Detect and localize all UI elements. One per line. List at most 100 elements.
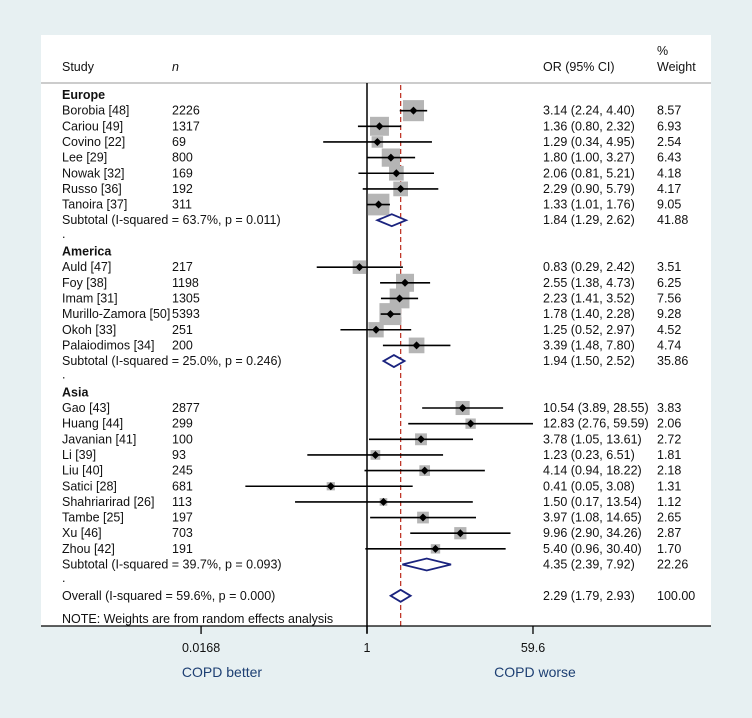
study-n: 681 [172, 479, 193, 493]
study-weight: 4.52 [657, 323, 681, 337]
study-weight: 2.06 [657, 417, 681, 431]
study-n: 217 [172, 260, 193, 274]
study-label: Covino [22] [62, 135, 125, 149]
point-estimate [431, 544, 440, 553]
study-ci: 1.29 (0.34, 4.95) [543, 135, 635, 149]
header-weight: Weight [657, 60, 696, 74]
study-weight: 2.65 [657, 511, 681, 525]
overall-weight: 100.00 [657, 589, 695, 603]
study-ci: 0.41 (0.05, 3.08) [543, 479, 635, 493]
study-label: Huang [44] [62, 417, 123, 431]
study-ci: 1.36 (0.80, 2.32) [543, 119, 635, 133]
study-label: Foy [38] [62, 276, 107, 290]
study-label: Borobia [48] [62, 104, 129, 118]
point-estimate [466, 419, 475, 428]
point-estimate [373, 137, 382, 146]
separator-dot: . [62, 227, 65, 241]
study-ci: 2.06 (0.81, 5.21) [543, 166, 635, 180]
point-estimate [392, 169, 401, 178]
study-ci: 3.14 (2.24, 4.40) [543, 104, 635, 118]
header-study: Study [62, 60, 95, 74]
group-label: America [62, 245, 112, 259]
separator-dot: . [62, 368, 65, 382]
study-label: Russo [36] [62, 182, 122, 196]
study-weight: 1.81 [657, 448, 681, 462]
subtotal-weight: 41.88 [657, 213, 688, 227]
study-ci: 5.40 (0.96, 30.40) [543, 542, 642, 556]
subtotal-diamond [374, 213, 409, 228]
point-estimate [396, 184, 405, 193]
study-ci: 2.23 (1.41, 3.52) [543, 291, 635, 305]
study-n: 93 [172, 448, 186, 462]
study-n: 1305 [172, 291, 200, 305]
study-weight: 6.25 [657, 276, 681, 290]
study-label: Satici [28] [62, 479, 117, 493]
study-weight: 6.43 [657, 151, 681, 165]
study-label: Palaiodimos [34] [62, 338, 154, 352]
study-n: 245 [172, 464, 193, 478]
study-n: 69 [172, 135, 186, 149]
study-label: Tambe [25] [62, 511, 124, 525]
study-ci: 2.29 (0.90, 5.79) [543, 182, 635, 196]
point-estimate [379, 497, 388, 506]
point-estimate [375, 122, 384, 131]
study-label: Li [39] [62, 448, 96, 462]
study-n: 5393 [172, 307, 200, 321]
study-label: Liu [40] [62, 464, 103, 478]
point-estimate [395, 294, 404, 303]
study-ci: 3.39 (1.48, 7.80) [543, 338, 635, 352]
point-estimate [386, 310, 395, 319]
study-weight: 1.70 [657, 542, 681, 556]
study-n: 1198 [172, 276, 199, 290]
header-n: n [172, 60, 179, 74]
overall-diamond [388, 588, 413, 603]
point-estimate [371, 450, 380, 459]
point-estimate [418, 513, 427, 522]
study-label: Javanian [41] [62, 432, 136, 446]
study-n: 113 [172, 495, 192, 509]
study-n: 100 [172, 432, 193, 446]
x-tick-label: 0.0168 [182, 641, 220, 655]
study-ci: 1.78 (1.40, 2.28) [543, 307, 635, 321]
study-n: 2877 [172, 401, 200, 415]
subtotal-ci: 1.84 (1.29, 2.62) [543, 213, 635, 227]
study-ci: 1.50 (0.17, 13.54) [543, 495, 642, 509]
study-weight: 9.05 [657, 198, 681, 212]
study-n: 311 [172, 198, 192, 212]
study-weight: 6.93 [657, 119, 681, 133]
subtotal-diamond [402, 557, 452, 572]
study-weight: 4.74 [657, 338, 681, 352]
study-label: Nowak [32] [62, 166, 125, 180]
study-n: 1317 [172, 119, 200, 133]
study-weight: 1.31 [657, 479, 681, 493]
study-weight: 9.28 [657, 307, 681, 321]
point-estimate [456, 529, 465, 538]
point-estimate [412, 341, 421, 350]
study-label: Tanoira [37] [62, 198, 127, 212]
study-ci: 12.83 (2.76, 59.59) [543, 417, 649, 431]
study-n: 703 [172, 526, 193, 540]
study-ci: 2.55 (1.38, 4.73) [543, 276, 635, 290]
study-n: 800 [172, 151, 193, 165]
study-ci: 1.33 (1.01, 1.76) [543, 198, 635, 212]
study-label: Gao [43] [62, 401, 110, 415]
study-ci: 1.80 (1.00, 3.27) [543, 151, 635, 165]
study-ci: 10.54 (3.89, 28.55) [543, 401, 649, 415]
study-weight: 2.18 [657, 464, 681, 478]
study-weight: 7.56 [657, 291, 681, 305]
study-weight: 1.12 [657, 495, 681, 509]
study-label: Auld [47] [62, 260, 111, 274]
study-ci: 4.14 (0.94, 18.22) [543, 464, 642, 478]
point-estimate [420, 466, 429, 475]
study-ci: 3.78 (1.05, 13.61) [543, 432, 642, 446]
subtotal-diamond [381, 354, 407, 369]
study-weight: 8.57 [657, 104, 681, 118]
study-n: 192 [172, 182, 193, 196]
x-tick-label: 1 [364, 641, 371, 655]
study-label: Okoh [33] [62, 323, 116, 337]
point-estimate [326, 482, 335, 491]
study-weight: 3.83 [657, 401, 681, 415]
study-weight: 4.17 [657, 182, 681, 196]
